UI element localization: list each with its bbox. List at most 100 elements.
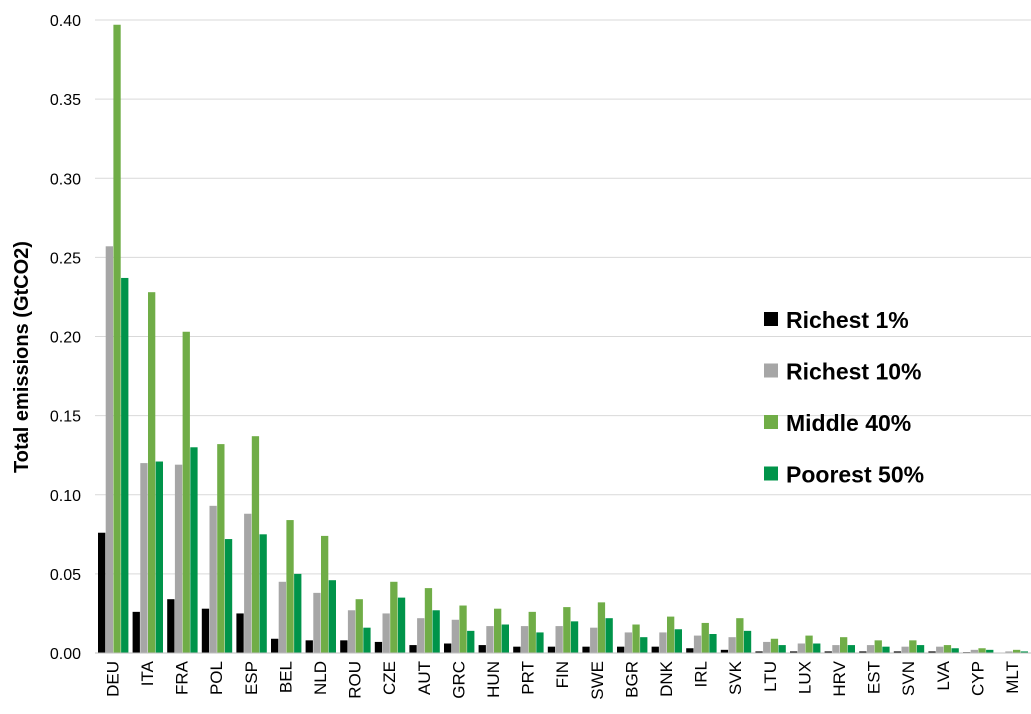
bar-bel-series-0 (271, 638, 279, 653)
bar-deu-series-2 (113, 24, 121, 654)
bar-esp-series-1 (244, 513, 252, 653)
bar-ltu-series-1 (763, 641, 771, 653)
x-category-label: FIN (553, 661, 572, 688)
bar-hrv-series-1 (832, 645, 840, 653)
bar-mlt-series-1 (1005, 651, 1013, 653)
x-category-label: LTU (761, 661, 780, 692)
bar-fra-series-2 (182, 331, 190, 653)
y-axis-ticks: 0.00 0.05 0.10 0.15 0.20 0.25 0.30 0.35 0.40 (50, 13, 81, 663)
bar-fin-series-3 (570, 621, 579, 653)
bar-svn-series-3 (916, 645, 925, 653)
bar-ita-series-3 (155, 461, 163, 653)
bar-deu-series-0 (98, 532, 106, 653)
bar-aut-series-2 (424, 588, 433, 653)
y-tick-label: 0.20 (50, 330, 81, 347)
bar-bgr-series-2 (632, 624, 640, 653)
bar-hun-series-0 (478, 645, 486, 653)
x-category-label: CYP (968, 661, 987, 696)
bar-deu-series-3 (121, 277, 129, 653)
bar-pol-series-3 (224, 539, 233, 653)
legend-swatch (764, 312, 778, 326)
legend-label: Richest 10% (786, 359, 922, 385)
bar-swe-series-0 (582, 646, 590, 653)
bar-fra-series-0 (167, 599, 175, 653)
bar-pol-series-0 (201, 608, 210, 653)
x-category-label: MLT (1003, 661, 1022, 694)
bar-prt-series-0 (513, 646, 521, 653)
y-tick-label: 0.05 (50, 567, 81, 584)
bar-cze-series-1 (382, 613, 390, 653)
bar-dnk-series-2 (667, 616, 675, 653)
bar-hun-series-3 (501, 624, 509, 653)
bar-grc-series-1 (451, 619, 459, 653)
legend: Richest 1% Richest 10% Middle 40% Poorest 5… (764, 307, 924, 488)
legend-label: Richest 1% (786, 307, 909, 333)
x-category-label: ROU (346, 661, 365, 699)
bar-nld-series-0 (305, 640, 313, 653)
bar-prt-series-3 (536, 632, 544, 653)
x-category-label: FRA (173, 660, 192, 695)
bar-nld-series-1 (313, 592, 321, 653)
bar-ita-series-0 (132, 611, 140, 653)
bar-rou-series-0 (340, 640, 348, 653)
bar-aut-series-1 (417, 618, 425, 653)
bar-lux-series-2 (805, 635, 813, 653)
x-category-label: CZE (380, 661, 399, 695)
bar-bgr-series-1 (624, 632, 632, 653)
bar-svk-series-1 (728, 637, 736, 653)
bar-prt-series-2 (528, 611, 536, 653)
bar-lva-series-3 (951, 648, 959, 653)
bar-lux-series-1 (797, 643, 805, 653)
x-category-label: BGR (622, 661, 641, 698)
bar-fra-series-3 (190, 447, 198, 653)
bar-rou-series-1 (347, 610, 356, 653)
bar-prt-series-1 (520, 626, 529, 653)
bar-hrv-series-2 (840, 637, 848, 653)
bar-fin-series-1 (555, 626, 563, 653)
bar-dnk-series-1 (659, 632, 667, 653)
x-category-label: IRL (692, 661, 711, 687)
bar-cze-series-2 (390, 581, 398, 653)
bar-pol-series-2 (217, 444, 225, 653)
x-category-label: LVA (934, 660, 953, 690)
bar-lva-series-1 (936, 646, 944, 653)
bar-dnk-series-0 (651, 646, 659, 653)
bar-svk-series-2 (736, 618, 744, 653)
bar-cze-series-0 (374, 641, 383, 653)
bar-aut-series-0 (409, 645, 417, 653)
x-category-label: SVN (899, 661, 918, 696)
bar-svn-series-2 (909, 640, 917, 653)
x-category-label: ITA (138, 660, 157, 686)
bar-cyp-series-3 (986, 649, 994, 653)
bar-svn-series-0 (893, 651, 902, 653)
legend-swatch (764, 363, 778, 378)
bar-grc-series-3 (467, 630, 475, 653)
bar-bel-series-2 (286, 520, 294, 653)
y-axis-title: Total emissions (GtCO2) (11, 241, 33, 473)
y-tick-label: 0.35 (50, 92, 81, 109)
gridlines (95, 19, 1031, 575)
bar-irl-series-2 (701, 622, 709, 653)
y-tick-label: 0.40 (50, 13, 81, 30)
x-axis-category-labels: DEU ITA FRA POL ESP BEL NLD ROU CZE AUT GRC HUN PRT F… (103, 660, 1022, 699)
bar-swe-series-1 (590, 627, 598, 653)
bar-nld-series-3 (328, 580, 336, 653)
y-tick-label: 0.10 (50, 488, 81, 505)
x-category-label: DNK (657, 660, 676, 697)
bar-lva-series-0 (928, 651, 936, 653)
bar-swe-series-3 (605, 618, 613, 653)
y-tick-label: 0.25 (50, 250, 81, 267)
bar-esp-series-3 (259, 534, 267, 653)
x-category-label: GRC (449, 661, 468, 699)
x-category-label: SVK (726, 660, 745, 695)
bar-lux-series-3 (813, 643, 821, 653)
y-tick-label: 0.15 (50, 409, 81, 426)
bar-esp-series-2 (251, 436, 260, 653)
bar-est-series-3 (882, 646, 890, 653)
bar-hrv-series-0 (824, 651, 832, 653)
bar-dnk-series-3 (674, 629, 682, 653)
bar-est-series-0 (859, 651, 867, 653)
bar-svn-series-1 (901, 646, 909, 653)
bar-cyp-series-1 (970, 649, 978, 653)
x-category-label: AUT (415, 661, 434, 695)
